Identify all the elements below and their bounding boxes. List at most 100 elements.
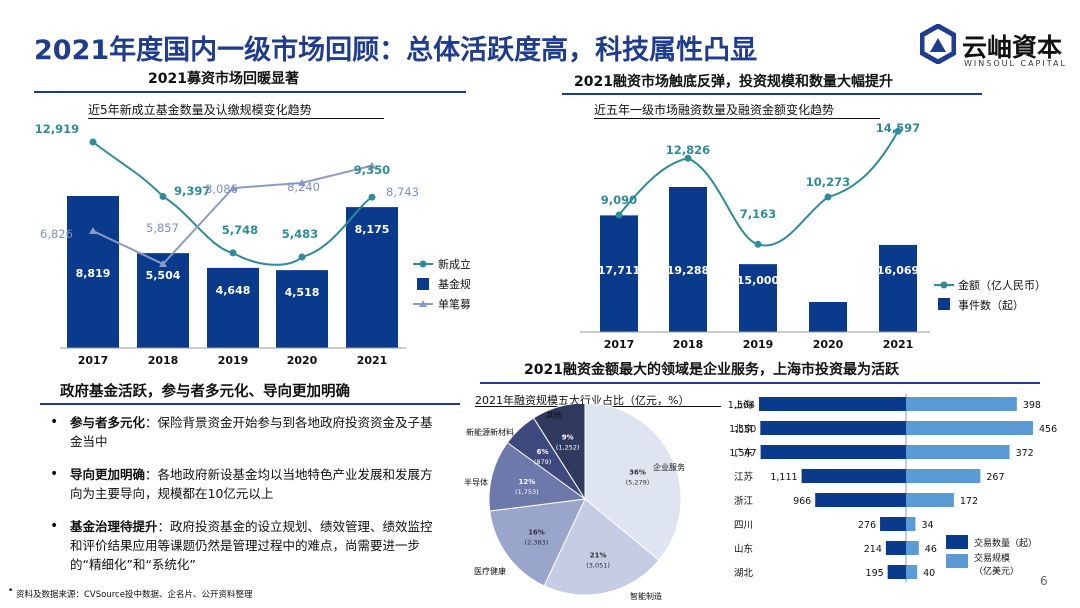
financing-x-tick: 2021: [883, 338, 914, 351]
city-name: 四川: [734, 520, 753, 531]
company-logo-name: 云岫資本: [962, 33, 1063, 62]
city-count-label: 1,564: [728, 400, 755, 411]
sector-pie-chart: 36% (5,279)企业服务 21% (3,051) 智能制造 16% (2,383) 医疗…: [464, 404, 685, 601]
pie-slice-pct: 9%: [562, 433, 574, 441]
city-name: 广东: [734, 447, 753, 459]
fundraising-single-point: [368, 161, 376, 169]
city-count-bar: [815, 493, 906, 507]
fundraising-single-point: [159, 260, 167, 267]
sectors-rule: [480, 382, 1040, 384]
fundraising-x-tick: 2021: [357, 354, 388, 367]
company-logo-icon: [920, 24, 956, 64]
pie-slice-pct: 12%: [519, 478, 536, 486]
fundraising-bar: [276, 270, 328, 348]
financing-bar: [809, 302, 847, 332]
pie-title: 2021年融资规模五大行业占比（亿元，%）: [475, 394, 690, 407]
legend-amount-marker: [940, 281, 948, 289]
fundraising-single-label: 8,086: [205, 182, 238, 196]
fundraising-single-label: 6,826: [40, 227, 73, 241]
fundraising-rule: [34, 91, 466, 93]
city-amount-bar: [906, 493, 954, 507]
policy-bullet-bold: 基金治理待提升: [70, 519, 158, 534]
legend-single-marker: [419, 300, 427, 307]
fundraising-count-label: 9,350: [354, 163, 390, 177]
financing-bar-label: 15,000: [737, 274, 780, 287]
financing-amount-point: [894, 127, 902, 135]
city-amount-label: 46: [925, 544, 937, 555]
city-amount-label: 398: [1023, 400, 1041, 411]
pie-slice-pct: 6%: [537, 448, 549, 456]
fundraising-count-label: 5,748: [222, 223, 258, 237]
city-bar-chart: 上海1,564 398 北京1,550 456 广东1,547 372 江苏 1,111 267…: [728, 394, 1057, 582]
pie-slice-value: (1,252): [556, 443, 580, 451]
legend-fund-swatch: [417, 278, 429, 290]
city-legend-label: 交易规模: [974, 552, 1010, 564]
financing-bar-label: 16,069: [877, 264, 919, 277]
city-name: 湖北: [734, 568, 754, 579]
pie-slice-pct: 21%: [590, 552, 607, 560]
city-name: 浙江: [734, 495, 754, 507]
policy-bullet-bold: 导向更加明确: [70, 467, 146, 482]
fundraising-count-point: [159, 192, 167, 200]
financing-bar: [879, 244, 917, 332]
page-number: 6: [1040, 574, 1048, 588]
policy-bullet-list: 参与者多元化：保险背景资金开始参与到各地政府投资资金及子基金当中 导向更加明确：…: [50, 413, 440, 588]
fundraising-single-point: [229, 184, 237, 192]
financing-amount-label: 7,163: [740, 207, 776, 221]
page-title: 2021年度国内一级市场回顾：总体活跃度高，科技属性凸显: [34, 35, 758, 66]
pie-slice: [543, 498, 660, 596]
financing-bar-label: 17,711: [598, 264, 640, 277]
fundraising-count-point: [368, 193, 376, 201]
financing-subtitle: 近五年一级市场融资数量及融资金额变化趋势: [594, 103, 835, 117]
pie-slice: [489, 498, 586, 587]
city-legend-label: 交易数量（起）: [974, 537, 1037, 549]
financing-x-tick: 2020: [813, 338, 844, 351]
pie-slice-value: (1,753): [515, 488, 539, 496]
legend-city-amount-swatch: [946, 554, 968, 568]
pie-slice-name: 医疗健康: [474, 566, 506, 576]
city-name: 北京: [734, 423, 753, 435]
policy-bullet: 导向更加明确：各地政府新设基金均以当地特色产业发展和发展方向为主要导向，规模都在…: [50, 465, 440, 503]
city-amount-label: 456: [1039, 424, 1057, 435]
city-count-bar: [759, 397, 906, 411]
pie-slice-value: (3,051): [586, 562, 610, 570]
fundraising-count-label: 12,919: [35, 122, 79, 136]
city-count-bar: [801, 469, 906, 483]
pie-slice-name: 其他: [546, 410, 562, 420]
city-count-label: 1,111: [770, 472, 797, 483]
fundraising-single-label: 8,240: [287, 180, 320, 194]
city-count-label: 1,550: [729, 424, 756, 435]
city-legend-label: （亿美元）: [974, 565, 1019, 577]
fundraising-bar: [207, 267, 259, 348]
fundraising-count-label: 5,483: [282, 227, 318, 241]
fundraising-bar: [137, 253, 189, 348]
financing-rule: [562, 93, 982, 95]
pie-slice: [532, 404, 586, 501]
policy-heading: 政府基金活跃，参与者多元化、导向更加明确: [60, 384, 350, 400]
policy-rule: [40, 403, 460, 405]
financing-amount-point: [754, 240, 762, 248]
fundraising-single-point: [89, 227, 97, 234]
policy-bullet: 基金治理待提升：政府投资基金的设立规划、绩效管理、绩效监控和评价结果应用等课题仍…: [50, 517, 440, 574]
city-amount-bar: [906, 517, 916, 531]
policy-bullet-text: ：政府投资基金的设立规划、绩效管理、绩效监控和评价结果应用等课题仍然是管理过程中…: [70, 519, 433, 572]
pie-slice-name: 企业服务: [653, 462, 685, 472]
pie-slice-value: (879): [534, 458, 551, 466]
pie-slice: [488, 441, 587, 512]
financing-x-tick: 2018: [673, 338, 704, 351]
city-count-bar: [760, 421, 906, 435]
city-amount-bar: [906, 469, 981, 483]
city-amount-bar: [906, 421, 1033, 435]
pie-slice-pct: 36%: [629, 468, 646, 476]
financing-amount-point: [684, 154, 692, 162]
pie-slice-name: 新能源新材料: [466, 427, 514, 437]
fundraising-legend-label: 新成立基金数量（支）: [438, 257, 470, 271]
fundraising-legend-label: 基金规模（亿美元）: [438, 277, 470, 291]
fundraising-x-tick: 2017: [78, 354, 109, 367]
fundraising-count-point: [89, 138, 97, 146]
financing-bar-label: 19,288: [667, 264, 709, 277]
financing-legend-label: 金额（亿人民币）: [958, 278, 1046, 292]
fundraising-single-point: [298, 178, 306, 186]
financing-amount-line: [618, 130, 899, 247]
financing-amount-label: 9,090: [601, 193, 637, 207]
